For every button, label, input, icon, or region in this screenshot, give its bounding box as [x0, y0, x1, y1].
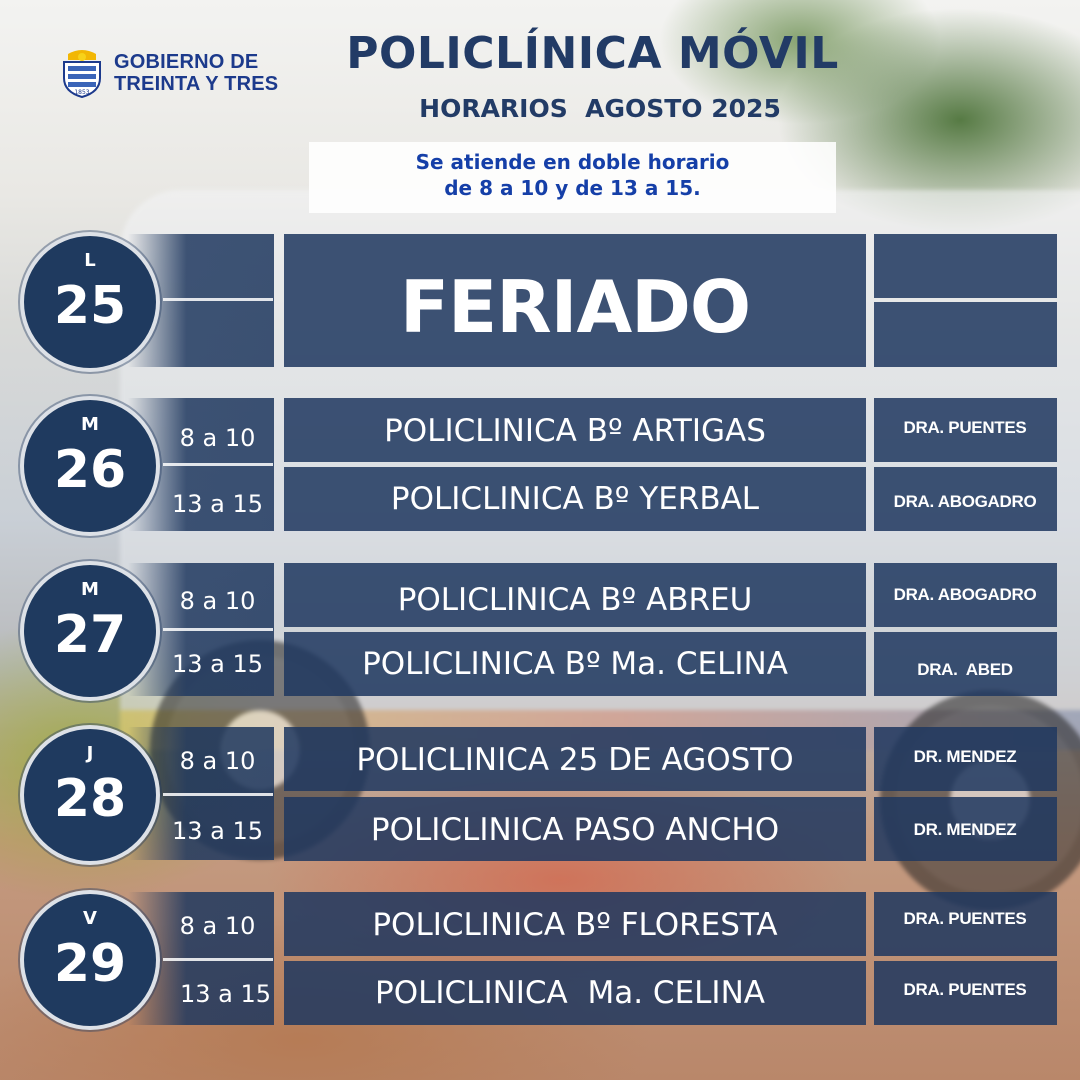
clinic-name: POLICLINICA 25 DE AGOSTO — [356, 742, 794, 778]
day-number: 29 — [53, 934, 127, 994]
time-slot: 8 a 10 — [179, 747, 256, 775]
doctor-name: DRA. ABOGADRO — [893, 492, 1037, 511]
time-slot: 8 a 10 — [179, 424, 256, 452]
doctor-name: DRA. PUENTES — [903, 909, 1027, 928]
place-cell — [284, 961, 866, 1025]
clinic-name: POLICLINICA PASO ANCHO — [370, 812, 780, 848]
time-slot: 13 a 15 — [171, 650, 264, 678]
clinic-name: POLICLINICA Bº ARTIGAS — [384, 413, 766, 449]
row-divider — [163, 463, 273, 466]
header: 1853 GOBIERNO DE TREINTA Y TRES POLICLÍN… — [0, 0, 1080, 230]
day-badge: M 27 — [20, 561, 160, 701]
row-divider — [163, 298, 273, 301]
doctor-cell — [874, 892, 1057, 956]
doctor-cell — [874, 234, 1057, 298]
day-badge: M 26 — [20, 396, 160, 536]
schedule-note-line1: Se atiende en doble horario — [415, 150, 730, 174]
row-divider — [163, 793, 273, 796]
schedule-note-line2: de 8 a 10 y de 13 a 15. — [444, 176, 701, 200]
day-number: 25 — [53, 276, 127, 336]
doctor-cell — [874, 563, 1057, 627]
holiday-label: FERIADO — [399, 265, 751, 349]
page-subtitle: HORARIOS AGOSTO 2025 — [419, 94, 781, 123]
doctor-cell — [874, 727, 1057, 791]
doctor-cell — [874, 398, 1057, 462]
clinic-name: POLICLINICA Bº YERBAL — [390, 481, 760, 517]
clinic-name: POLICLINICA Bº FLORESTA — [372, 907, 778, 943]
page-title: POLICLÍNICA MÓVIL — [346, 28, 839, 79]
weekday-letter: V — [83, 908, 97, 929]
organization-name: GOBIERNO DE TREINTA Y TRES — [114, 51, 278, 95]
place-cell — [284, 398, 866, 462]
doctor-cell — [874, 797, 1057, 861]
svg-text:1853: 1853 — [74, 89, 89, 96]
weekday-letter: J — [86, 743, 94, 764]
row-divider — [163, 958, 273, 961]
doctor-name: DR. MENDEZ — [913, 820, 1017, 839]
organization-name-line2: TREINTA Y TRES — [114, 73, 279, 95]
place-cell — [284, 467, 866, 531]
weekday-letter: L — [84, 250, 96, 271]
place-cell — [284, 797, 866, 861]
place-cell — [284, 892, 866, 956]
time-slot: 8 a 10 — [179, 587, 256, 615]
government-logo: 1853 GOBIERNO DE TREINTA Y TRES — [60, 48, 278, 98]
place-cell — [284, 563, 866, 627]
place-cell — [284, 632, 866, 696]
place-cell — [284, 234, 866, 367]
row-divider — [163, 628, 273, 631]
doctor-name: DRA. ABOGADRO — [893, 585, 1037, 604]
clinic-name: POLICLINICA Bº ABREU — [397, 582, 753, 618]
day-number: 28 — [53, 769, 127, 829]
doctor-name: DRA. ABED — [917, 660, 1013, 679]
coat-of-arms-icon: 1853 — [63, 50, 101, 98]
time-slot: 13 a 15 — [171, 817, 264, 845]
doctor-cell — [874, 961, 1057, 1025]
time-slot: 13 a 15 — [171, 490, 264, 518]
time-slot: 13 a 15 — [179, 980, 272, 1008]
organization-name-line1: GOBIERNO DE — [114, 51, 259, 73]
doctor-cell — [874, 467, 1057, 531]
day-number: 27 — [53, 605, 127, 665]
place-cell — [284, 727, 866, 791]
doctor-cell — [874, 632, 1057, 696]
doctor-name: DRA. PUENTES — [903, 418, 1027, 437]
time-slot: 8 a 10 — [179, 912, 256, 940]
day-badge: V 29 — [20, 890, 160, 1030]
day-number: 26 — [53, 440, 127, 500]
doctor-name: DRA. PUENTES — [903, 980, 1027, 999]
doctor-cell — [874, 302, 1057, 367]
schedule-note: Se atiende en doble horario de 8 a 10 y … — [309, 142, 836, 213]
doctor-name: DR. MENDEZ — [913, 747, 1017, 766]
clinic-name: POLICLINICA Bº Ma. CELINA — [362, 646, 788, 682]
day-badge: J 28 — [20, 725, 160, 865]
day-badge: L 25 — [20, 232, 160, 372]
weekday-letter: M — [81, 414, 99, 435]
clinic-name: POLICLINICA Ma. CELINA — [375, 975, 765, 1011]
weekday-letter: M — [81, 579, 99, 600]
